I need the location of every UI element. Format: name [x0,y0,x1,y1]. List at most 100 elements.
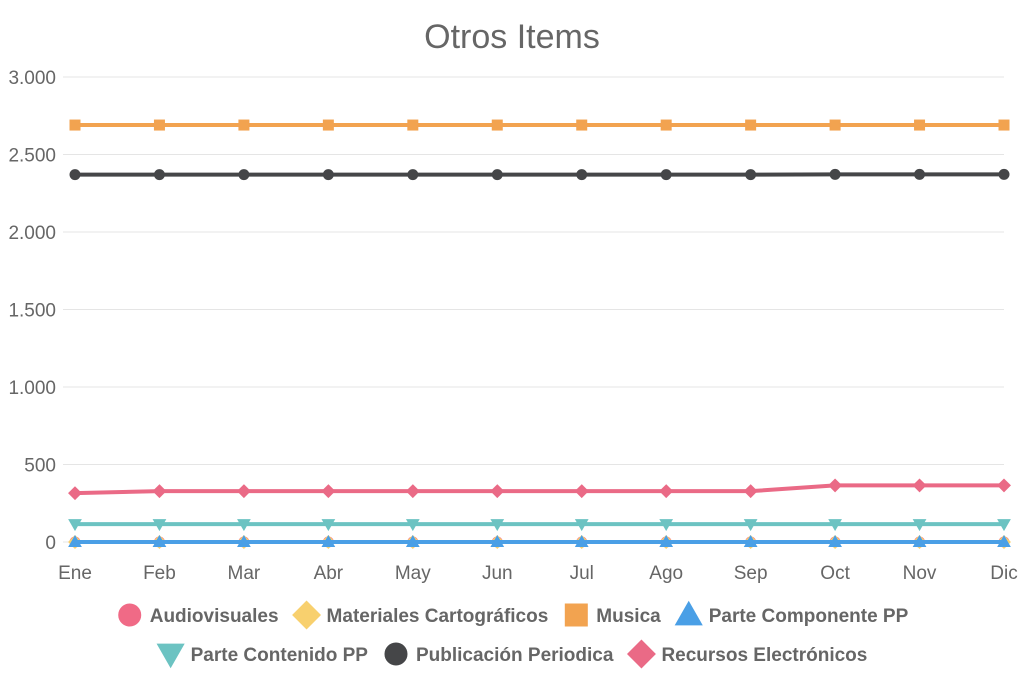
series-recursos-electr-nicos [68,478,1011,501]
data-point [660,169,672,181]
data-point [237,534,251,547]
data-point [153,119,165,131]
data-point [912,478,927,493]
data-point [490,519,505,532]
legend-label: Materiales Cartográficos [327,606,549,627]
series-parte-contenido-pp [68,519,1011,532]
data-point [743,484,758,499]
data-point [322,169,334,181]
data-point [68,519,82,532]
x-tick-label: Jun [482,563,513,584]
data-point [828,478,843,493]
data-point [69,169,81,181]
x-tick-label: Nov [903,563,937,584]
legend-label: Recursos Electrónicos [661,645,867,666]
data-point [659,484,674,499]
data-point [659,519,674,532]
data-point [491,169,503,181]
x-tick-label: Jul [570,563,594,584]
legend-item[interactable]: Parte Componente PP [674,600,909,627]
y-tick-label: 3.000 [8,68,56,89]
data-point [236,484,251,499]
circle-icon [384,642,408,666]
legend-label: Audiovisuales [150,606,279,627]
triangle-down-icon [156,643,185,669]
chart-title: Otros Items [424,18,600,56]
legend-item[interactable]: Parte Contenido PP [156,643,369,669]
data-point [574,484,589,499]
legend-item[interactable]: Musica [564,603,661,627]
legend-item[interactable]: Audiovisuales [118,603,279,627]
data-point [405,484,420,499]
data-point [997,534,1011,547]
data-point [998,168,1010,180]
data-point [153,169,165,181]
data-point [407,119,419,131]
diamond-icon [626,639,656,669]
y-tick-label: 2.500 [8,146,56,167]
series-line [74,483,1004,496]
data-point [322,119,334,131]
legend-item[interactable]: Recursos Electrónicos [626,639,868,669]
y-tick-label: 0 [45,533,56,554]
series-publicaci-n-periodica [69,168,1010,181]
data-point [152,484,167,499]
series-parte-componente-pp [68,534,1011,547]
x-tick-label: Oct [820,563,850,584]
data-point [659,534,674,547]
data-point [828,519,842,532]
legend-label: Musica [596,606,661,627]
diamond-icon [292,600,322,630]
data-point [914,119,926,131]
data-point [998,119,1010,131]
data-point [491,119,503,131]
y-tick-label: 1.000 [8,378,56,399]
data-point [321,534,336,547]
legend-item[interactable]: Publicación Periodica [384,642,614,666]
data-point [828,534,842,547]
x-tick-label: Dic [990,563,1017,584]
x-tick-label: Sep [734,563,768,584]
series-lines [68,119,1011,549]
x-tick-label: Abr [314,563,344,584]
x-tick-label: Mar [228,563,261,584]
y-tick-label: 2.000 [8,223,56,244]
data-point [237,519,251,532]
legend-item[interactable]: Materiales Cartográficos [292,600,549,630]
grid-lines [63,76,1004,543]
data-point [238,119,250,131]
data-point [152,519,167,532]
data-point [576,169,588,181]
data-point [69,119,81,131]
data-point [997,478,1011,493]
data-point [68,486,82,501]
y-tick-label: 1.500 [8,301,56,322]
data-point [574,534,589,547]
data-point [743,534,758,547]
circle-icon [118,603,142,627]
x-tick-label: Feb [143,563,176,584]
data-point [829,168,841,180]
data-point [743,519,758,532]
data-point [68,534,82,547]
data-point [405,534,420,547]
data-point [997,519,1011,532]
data-point [745,119,757,131]
legend-label: Parte Contenido PP [191,645,369,666]
data-point [745,169,757,181]
y-axis-ticks: 0 500 1.000 1.500 2.000 2.500 3.000 [8,68,56,554]
data-point [407,169,419,181]
data-point [321,484,336,499]
triangle-icon [674,600,703,626]
x-tick-label: May [395,563,431,584]
data-point [490,534,505,547]
data-point [576,119,588,131]
data-point [321,519,336,532]
data-point [490,484,505,499]
x-tick-label: Ene [58,563,92,584]
x-tick-label: Ago [649,563,683,584]
data-point [912,519,927,532]
data-point [152,534,167,547]
data-point [912,534,927,547]
